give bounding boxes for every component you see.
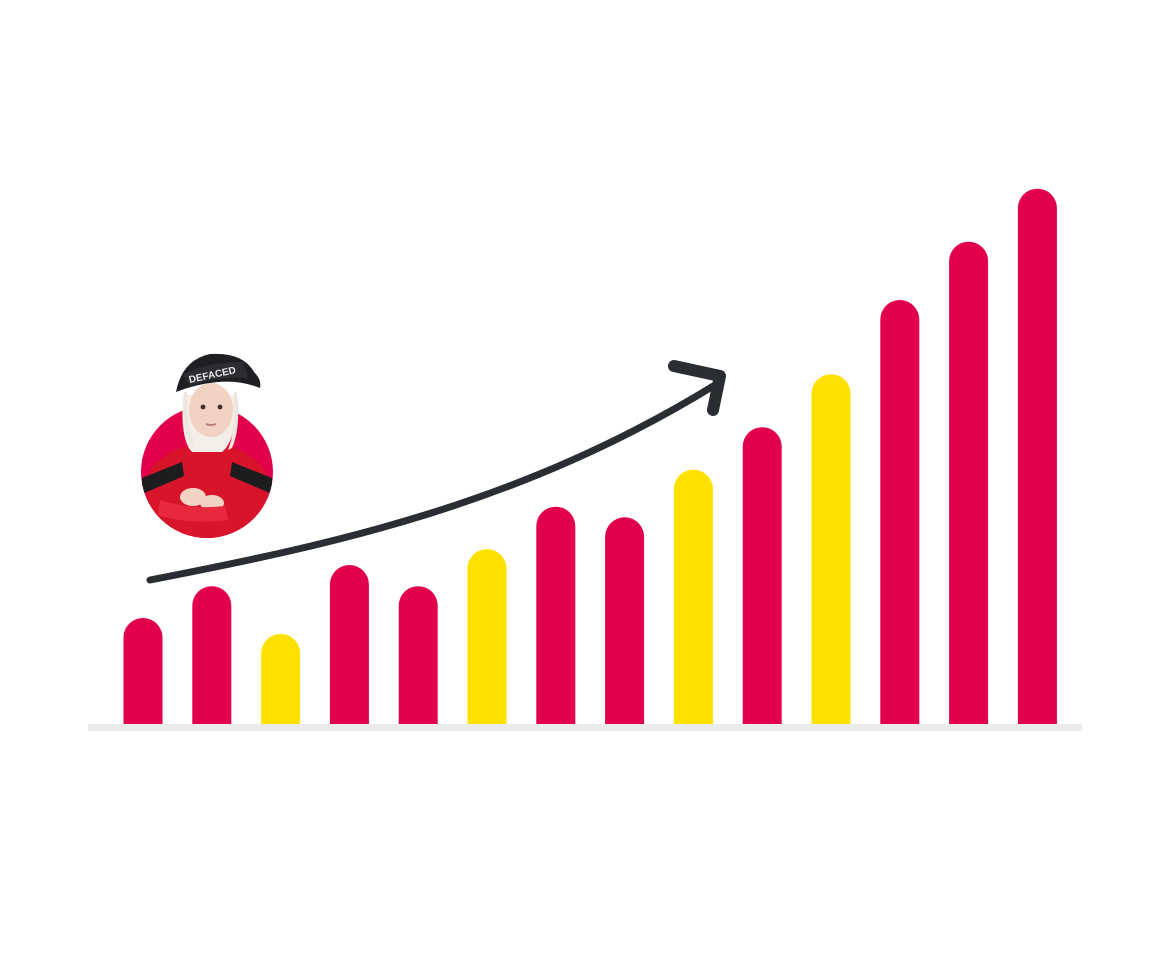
avatar-person-icon bbox=[141, 446, 273, 538]
bars-group bbox=[123, 188, 1057, 724]
x-axis-baseline bbox=[88, 724, 1082, 731]
bar-11 bbox=[811, 374, 851, 724]
bar-5 bbox=[398, 586, 438, 724]
bar-10 bbox=[742, 427, 782, 724]
bar-1 bbox=[123, 618, 163, 724]
bar-13 bbox=[949, 241, 989, 724]
avatar: DEFACED bbox=[141, 353, 273, 538]
bar-12 bbox=[880, 300, 920, 724]
bar-3 bbox=[261, 633, 301, 724]
bar-6 bbox=[467, 549, 507, 724]
trend-arrow-head bbox=[668, 360, 726, 416]
bar-2 bbox=[192, 586, 232, 724]
bar-14 bbox=[1017, 188, 1057, 724]
bar-7 bbox=[536, 506, 576, 724]
bar-9 bbox=[673, 469, 713, 724]
trend-arrow bbox=[146, 360, 726, 584]
bar-4 bbox=[329, 565, 369, 724]
trend-arrow-shaft bbox=[146, 381, 719, 584]
bar-8 bbox=[605, 517, 645, 724]
